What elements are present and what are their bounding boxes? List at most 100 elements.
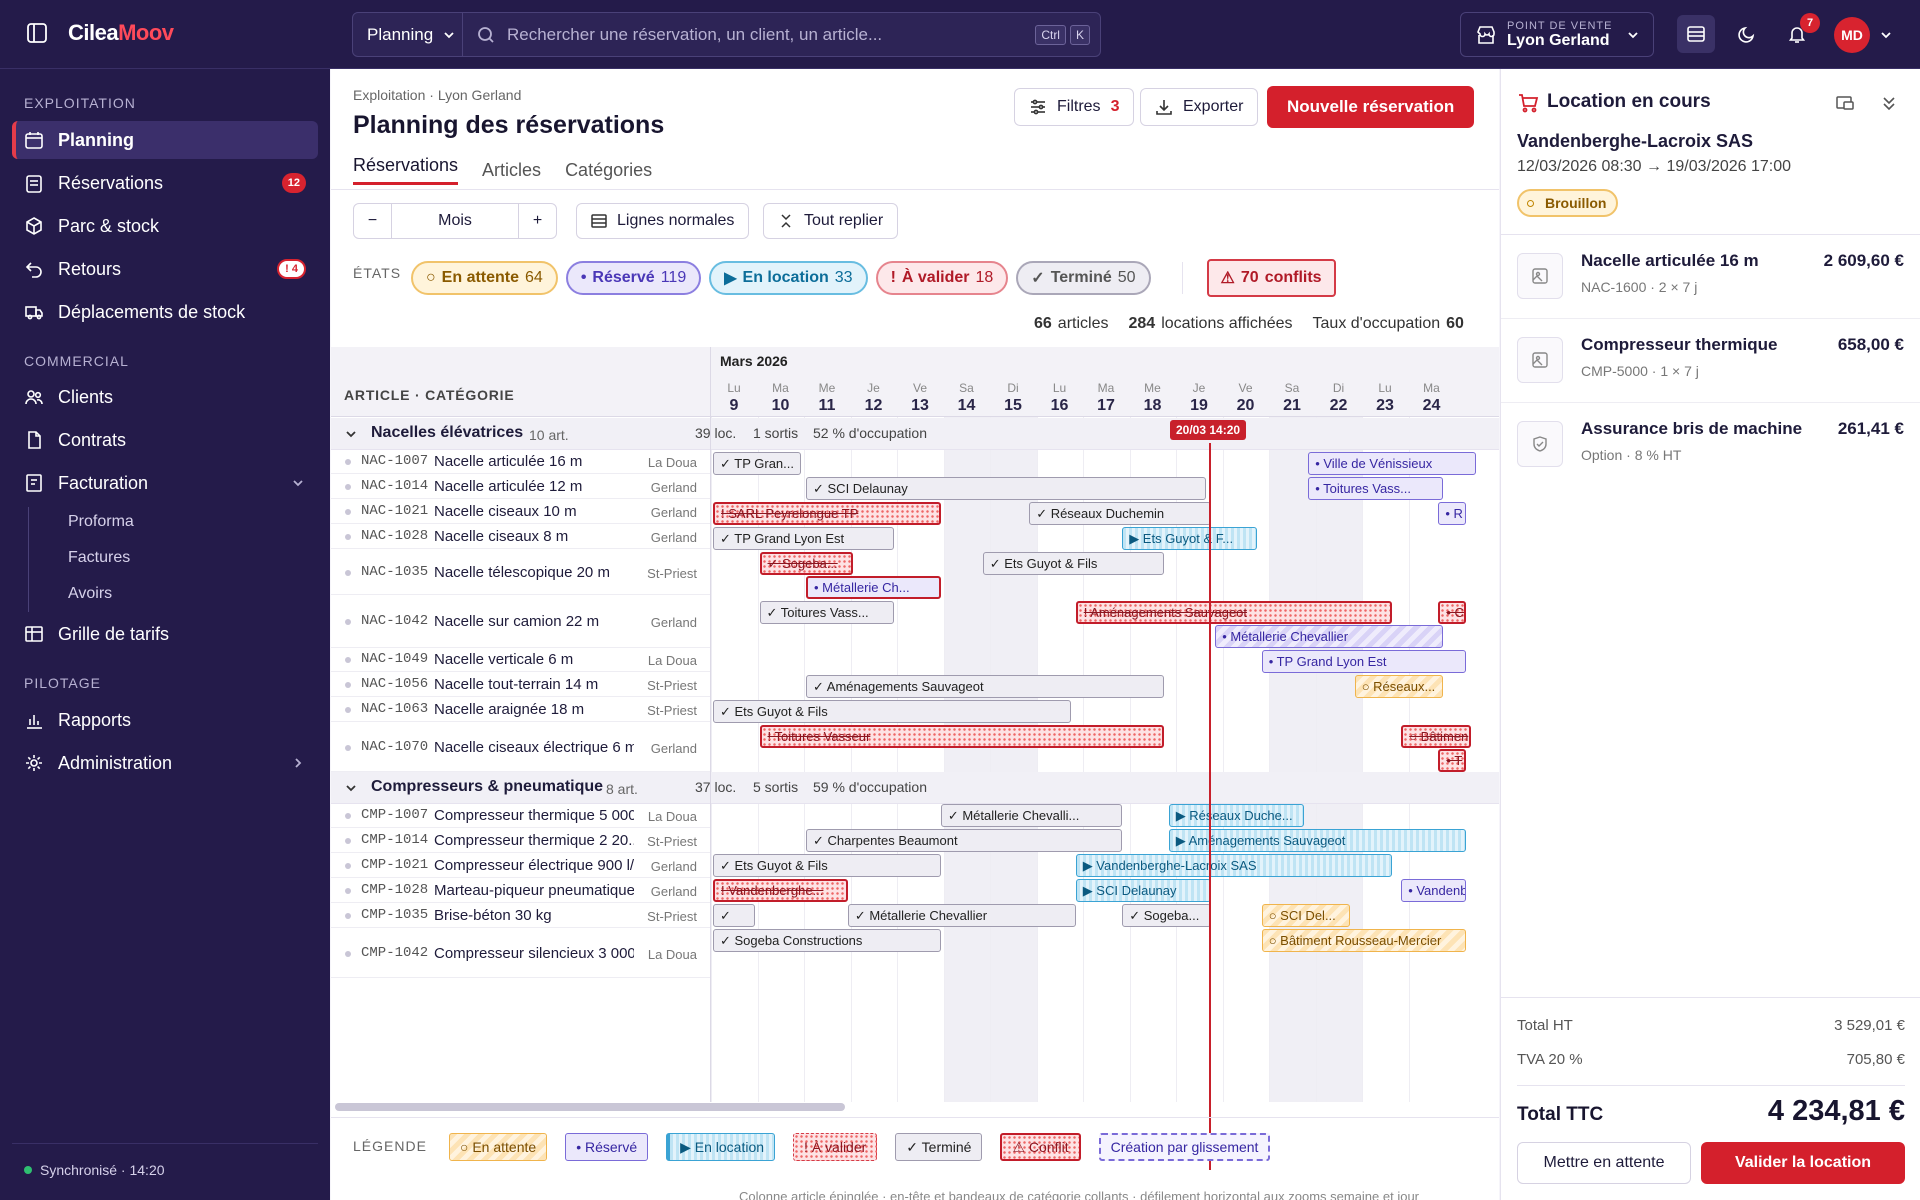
state-chip-waiting[interactable]: ○ En attente 64 [411, 261, 558, 295]
validate-rental-button[interactable]: Valider la location [1701, 1142, 1905, 1184]
sidebar-item-retours[interactable]: Retours ! 4 [12, 250, 318, 288]
article-row[interactable]: NAC-1063 Nacelle araignée 18 m St-Priest [331, 698, 711, 722]
sidebar-item-clients[interactable]: Clients [12, 378, 318, 416]
booking-bar[interactable]: ✓ Ets Guyot & Fils [713, 700, 1072, 723]
chevron-down-icon[interactable] [345, 428, 357, 440]
booking-bar[interactable]: ! Toitures Vasseur [759, 725, 1165, 748]
sidebar-item-facturation[interactable]: Facturation [12, 464, 318, 502]
booking-bar[interactable]: ▶ Ets Guyot & F... [1122, 527, 1258, 550]
article-row[interactable]: NAC-1042 Nacelle sur camion 22 m Gerland [331, 595, 711, 648]
booking-bar[interactable]: ✓ SCI Delaunay [806, 477, 1206, 500]
booking-bar[interactable]: ○ Bâtimen [1401, 725, 1471, 748]
rental-item[interactable]: Compresseur thermique CMP-5000 · 1 × 7 j… [1501, 319, 1920, 403]
article-row[interactable]: CMP-1007 Compresseur thermique 5 000... La… [331, 804, 711, 828]
view-toggle-button[interactable] [1677, 15, 1715, 53]
booking-bar[interactable]: ✓ Aménagements Sauvageot [806, 675, 1165, 698]
booking-bar[interactable]: ✓ TP Gran... [713, 452, 802, 475]
booking-bar[interactable]: ✓ Métallerie Chevallier [847, 904, 1076, 927]
sidebar-item-administration[interactable]: Administration [12, 744, 318, 782]
point-of-sale-select[interactable]: POINT DE VENTE Lyon Gerland [1460, 12, 1654, 57]
booking-bar[interactable]: ✓ Métallerie Chevalli... [940, 804, 1123, 827]
sidebar-item-contrats[interactable]: Contrats [12, 421, 318, 459]
article-row[interactable]: CMP-1014 Compresseur thermique 2 20... St-… [331, 829, 711, 853]
article-row[interactable]: CMP-1021 Compresseur électrique 900 l/...… [331, 854, 711, 878]
article-row[interactable]: NAC-1049 Nacelle verticale 6 m La Doua [331, 648, 711, 672]
booking-bar[interactable]: ✓ TP Grand Lyon Est [713, 527, 895, 550]
booking-bar[interactable]: ○ Bâtiment Rousseau-Mercier [1261, 929, 1467, 952]
booking-bar[interactable]: ✓ Sogeba... [759, 552, 853, 575]
booking-bar[interactable]: ✓ Sogeba... [1122, 904, 1211, 927]
zoom-in-button[interactable]: + [518, 204, 556, 238]
booking-bar[interactable]: ▶ SCI Delaunay [1075, 879, 1211, 902]
booking-bar[interactable]: ✓ [713, 904, 755, 927]
booking-bar[interactable]: • Toitures Vass... [1308, 477, 1444, 500]
sidebar-toggle-icon[interactable] [26, 22, 48, 44]
booking-bar[interactable]: ✓ Toitures Vass... [759, 601, 895, 624]
sidebar-subitem-factures[interactable]: Factures [68, 549, 131, 566]
article-row[interactable]: NAC-1014 Nacelle articulée 12 m Gerland [331, 475, 711, 499]
sidebar-subitem-avoirs[interactable]: Avoirs [68, 585, 113, 602]
article-row[interactable]: CMP-1035 Brise-béton 30 kg St-Priest [331, 904, 711, 928]
chevron-down-icon[interactable] [1880, 29, 1892, 41]
article-row[interactable]: NAC-1056 Nacelle tout-terrain 14 m St-Prie… [331, 673, 711, 697]
booking-bar[interactable]: ✓ Ets Guyot & Fils [713, 854, 941, 877]
booking-bar[interactable]: ! Vandenberghe... [713, 879, 848, 902]
booking-bar[interactable]: • C [1438, 601, 1467, 624]
collapse-panel-icon[interactable] [1881, 95, 1897, 111]
conflicts-chip[interactable]: ⚠ 70 conflits [1206, 259, 1336, 297]
sidebar-item-planning[interactable]: Planning [12, 121, 318, 159]
search-input[interactable]: Rechercher une réservation, un client, u… [463, 24, 1100, 45]
booking-bar[interactable]: ▶ Aménagements Sauvageot [1168, 829, 1467, 852]
detach-icon[interactable] [1835, 93, 1855, 113]
booking-bar[interactable]: ! SARL Peyrelongue TP [713, 502, 941, 525]
booking-bar[interactable]: ✓ Réseaux Duchemin [1029, 502, 1211, 525]
collapse-all-button[interactable]: Tout replier [763, 203, 899, 239]
booking-bar[interactable]: • TP Grand Lyon Est [1261, 650, 1467, 673]
new-reservation-button[interactable]: Nouvelle réservation [1267, 86, 1475, 128]
sidebar-item-rapports[interactable]: Rapports [12, 701, 318, 739]
booking-bar[interactable]: ! Aménagements Sauvageot [1075, 601, 1392, 624]
state-chip-done[interactable]: ✓ Terminé 50 [1016, 261, 1151, 295]
hold-button[interactable]: Mettre en attente [1517, 1142, 1691, 1184]
tab-reservations[interactable]: Réservations [353, 155, 459, 185]
tab-articles[interactable]: Articles [482, 159, 542, 180]
booking-bar[interactable]: • R [1438, 502, 1467, 525]
export-button[interactable]: Exporter [1140, 88, 1259, 126]
zoom-out-button[interactable]: − [354, 204, 392, 238]
tab-categories[interactable]: Catégories [565, 159, 653, 180]
category-row[interactable]: Compresseurs & pneumatique 8 art. 37 loc. 5… [331, 772, 1499, 804]
booking-bar[interactable]: • Métallerie Chevallier [1215, 625, 1444, 648]
module-select[interactable]: Planning [353, 13, 463, 56]
article-row[interactable]: CMP-1042 Compresseur silencieux 3 000... L… [331, 929, 711, 978]
article-row[interactable]: NAC-1035 Nacelle télescopique 20 m St-Prie… [331, 550, 711, 595]
booking-bar[interactable]: • T [1438, 749, 1467, 772]
category-row[interactable]: Nacelles élévatrices 10 art. 39 loc. 1 sort… [331, 418, 1499, 450]
rental-item[interactable]: Nacelle articulée 16 m NAC-1600 · 2 × 7 … [1501, 235, 1920, 319]
state-chip-renting[interactable]: ▶ En location 33 [709, 261, 868, 295]
sidebar-item-deplacements[interactable]: Déplacements de stock [12, 293, 318, 331]
booking-bar[interactable]: ✓ Sogeba Constructions [713, 929, 941, 952]
booking-bar[interactable]: • Ville de Vénissieux [1308, 452, 1476, 475]
sidebar-item-parc[interactable]: Parc & stock [12, 207, 318, 245]
state-chip-reserved[interactable]: • Réservé 119 [565, 261, 702, 295]
app-logo[interactable]: CileaMoov [68, 20, 174, 45]
chevron-down-icon[interactable] [345, 782, 357, 794]
article-row[interactable]: NAC-1028 Nacelle ciseaux 8 m Gerland [331, 525, 711, 549]
article-row[interactable]: CMP-1028 Marteau-piqueur pneumatique Gerla… [331, 879, 711, 903]
booking-bar[interactable]: ○ Réseaux... [1354, 675, 1444, 698]
booking-bar[interactable]: ○ SCI Del... [1261, 904, 1351, 927]
user-avatar[interactable]: MD [1834, 17, 1870, 53]
booking-bar[interactable]: ▶ Réseaux Duche... [1168, 804, 1304, 827]
booking-bar[interactable]: ▶ Vandenberghe-Lacroix SAS [1075, 854, 1392, 877]
sidebar-item-grille[interactable]: Grille de tarifs [12, 615, 318, 653]
article-row[interactable]: NAC-1070 Nacelle ciseaux électrique 6 m Ge… [331, 723, 711, 772]
rental-item[interactable]: Assurance bris de machine Option · 8 % H… [1501, 403, 1920, 487]
sidebar-item-reservations[interactable]: Réservations 12 [12, 164, 318, 202]
notifications-button[interactable]: 7 [1778, 13, 1820, 53]
booking-bar[interactable]: ✓ Ets Guyot & Fils [982, 552, 1165, 575]
article-row[interactable]: NAC-1021 Nacelle ciseaux 10 m Gerland [331, 500, 711, 524]
horizontal-scrollbar[interactable] [335, 1103, 845, 1111]
booking-bar[interactable]: • Vandenb [1401, 879, 1467, 902]
sidebar-subitem-proforma[interactable]: Proforma [68, 513, 134, 530]
row-density-button[interactable]: Lignes normales [576, 203, 750, 239]
